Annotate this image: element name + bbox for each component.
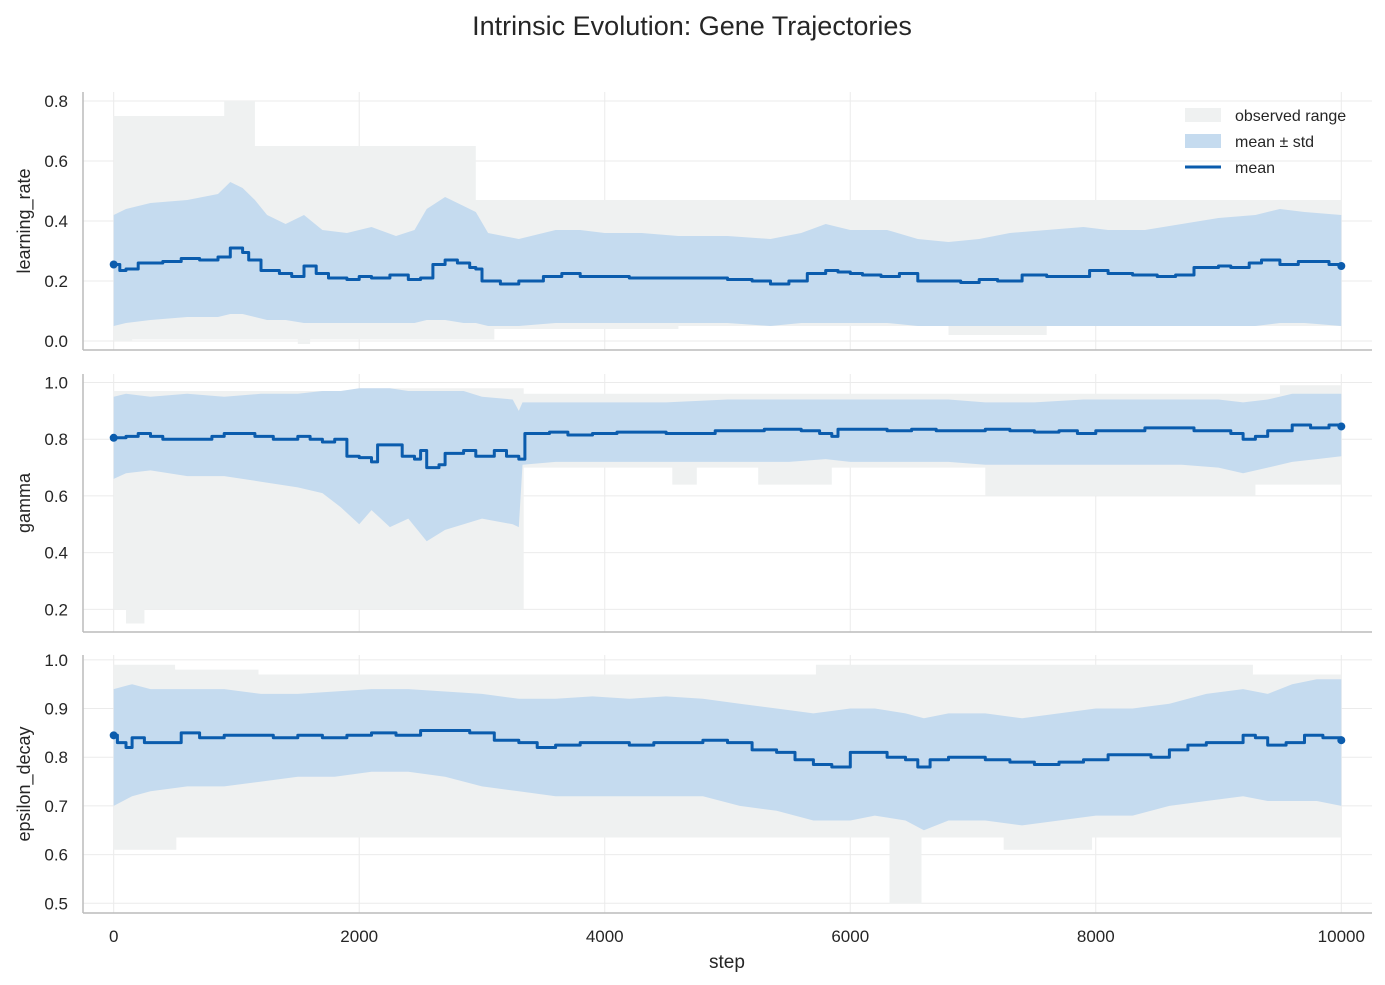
panel-gamma: 0.2 0.4 0.6 0.8 1.0 gamma: [14, 374, 1372, 633]
mean-end-marker: [1337, 736, 1346, 745]
x-axis-label: step: [709, 952, 745, 973]
legend-label: mean ± std: [1235, 134, 1314, 151]
y-tick-label: 0.2: [44, 272, 68, 291]
y-tick-label: 0.6: [44, 487, 68, 506]
mean-end-marker: [1337, 262, 1346, 270]
y-tick-label: 0.2: [44, 600, 68, 619]
y-tick-label: 0.0: [44, 332, 68, 351]
y-tick-label: 1.0: [44, 374, 68, 393]
chart-panels: 0.0 0.2 0.4 0.6 0.8 learning_rate observed ran…: [14, 92, 1372, 946]
x-tick-label: 10000: [1318, 927, 1365, 946]
x-tick-label: 2000: [340, 927, 378, 946]
std-band: [113, 679, 1342, 831]
legend-label: mean: [1235, 160, 1275, 177]
y-tick-label: 0.8: [44, 748, 68, 767]
mean-line: [113, 729, 1343, 769]
y-axis-label: epsilon_decay: [14, 726, 35, 841]
y-tick-label: 1.0: [44, 651, 68, 670]
std-band: [113, 388, 1342, 542]
legend-label: observed range: [1235, 108, 1346, 125]
y-tick-label: 0.6: [44, 152, 68, 171]
x-tick-label: 8000: [1077, 927, 1115, 946]
y-tick-label: 0.5: [44, 894, 68, 913]
y-tick-label: 0.9: [44, 700, 68, 719]
y-axis-label: learning_rate: [14, 168, 35, 273]
y-tick-label: 0.4: [44, 212, 68, 231]
y-tick-label: 0.4: [44, 544, 68, 563]
mean-start-marker: [109, 433, 118, 442]
legend-swatch-std-band: [1185, 134, 1221, 148]
y-tick-label: 0.8: [44, 430, 68, 449]
mean-end-marker: [1337, 422, 1346, 431]
mean-line: [113, 246, 1343, 286]
x-tick-label: 0: [109, 927, 118, 946]
y-axis-label: gamma: [14, 472, 34, 533]
std-band: [113, 182, 1342, 326]
y-tick-label: 0.6: [44, 846, 68, 865]
y-tick-label: 0.7: [44, 797, 68, 816]
legend-swatch-observed-range: [1185, 108, 1221, 122]
legend: observed range mean ± std mean: [1185, 108, 1346, 177]
panel-epsilon_decay: 0.5 0.6 0.7 0.8 0.9 1.0 epsilon_decay 0 2000 4000…: [14, 651, 1372, 946]
mean-start-marker: [109, 731, 118, 740]
chart-title: Intrinsic Evolution: Gene Trajectories: [472, 11, 912, 41]
x-tick-label: 6000: [831, 927, 869, 946]
mean-line: [113, 423, 1343, 470]
mean-start-marker: [109, 260, 118, 269]
panel-learning_rate: 0.0 0.2 0.4 0.6 0.8 learning_rate observed ran…: [14, 92, 1372, 351]
y-tick-label: 0.8: [44, 92, 68, 111]
x-tick-label: 4000: [586, 927, 624, 946]
